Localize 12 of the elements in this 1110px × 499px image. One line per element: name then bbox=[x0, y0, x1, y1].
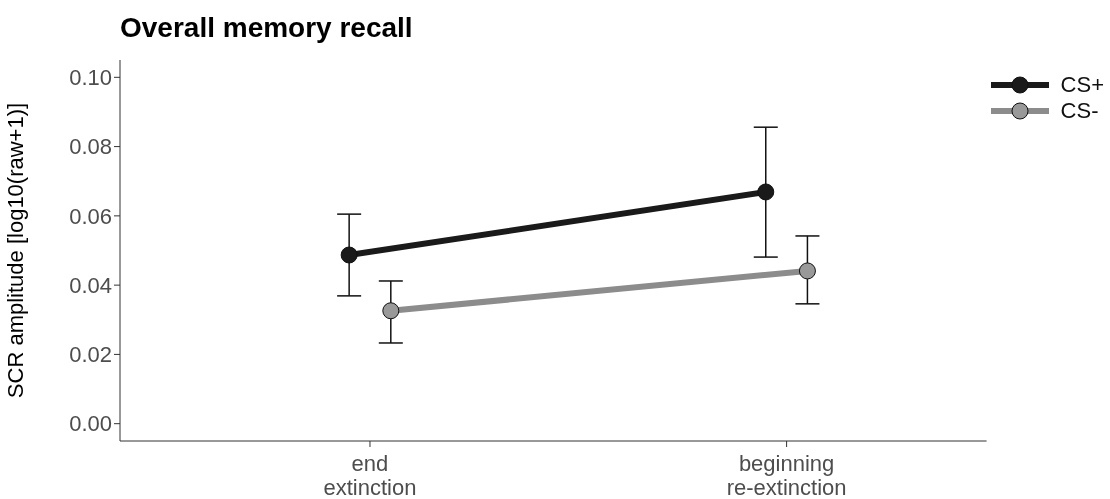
y-tick-label: 0.00 bbox=[69, 411, 112, 437]
y-tick-label: 0.02 bbox=[69, 342, 112, 368]
chart-title: Overall memory recall bbox=[120, 12, 413, 44]
y-tick-label: 0.04 bbox=[69, 272, 112, 298]
legend-label: CS- bbox=[1060, 98, 1099, 124]
y-tick-label: 0.06 bbox=[69, 203, 112, 229]
y-tick-label: 0.10 bbox=[69, 65, 112, 91]
y-axis-title: SCR amplitude [log10(raw+1)] bbox=[2, 102, 28, 399]
y-tick-label: 0.08 bbox=[69, 134, 112, 160]
x-tick-label: beginning re-extinction bbox=[726, 451, 847, 499]
legend-label: CS+ bbox=[1060, 72, 1104, 98]
x-tick-label: end extinction bbox=[323, 451, 417, 499]
